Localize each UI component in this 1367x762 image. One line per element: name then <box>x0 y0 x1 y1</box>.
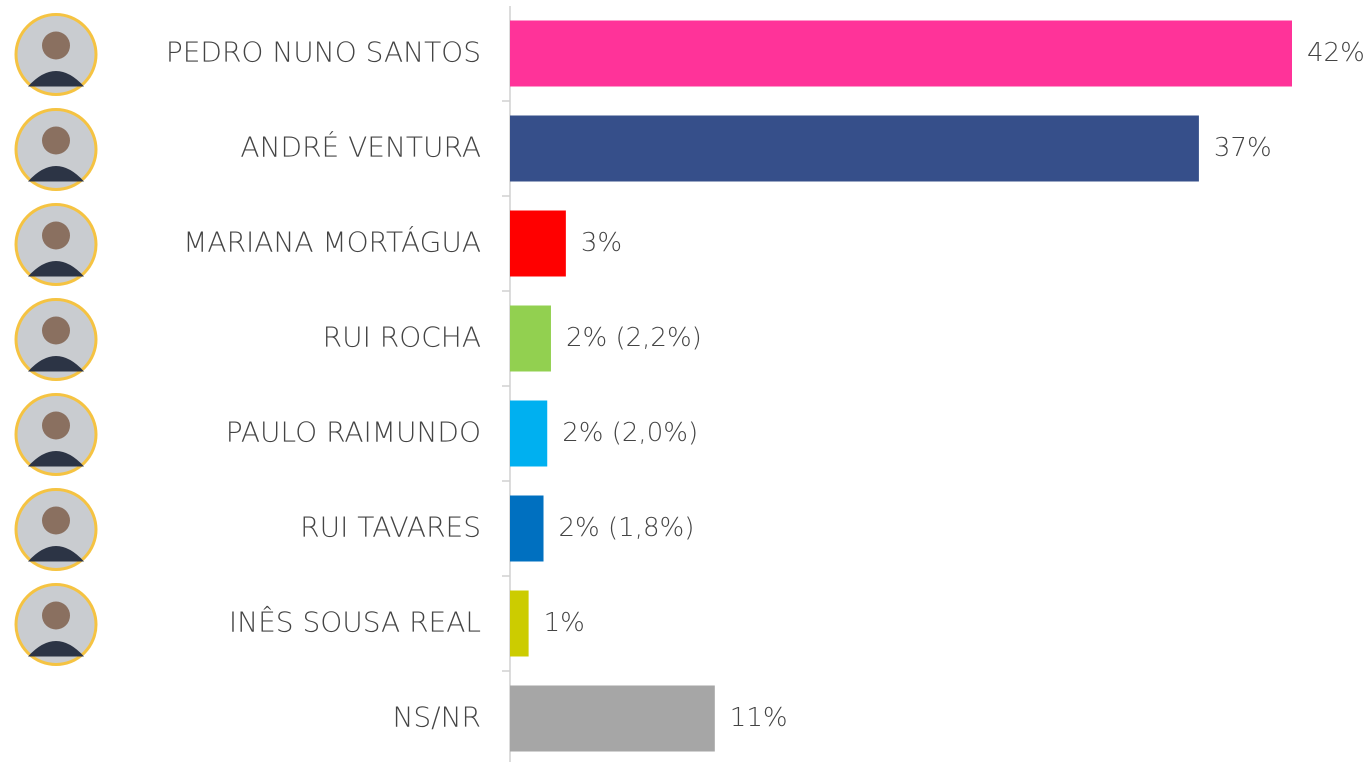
value-label: 11% <box>730 703 788 733</box>
bar <box>510 400 548 467</box>
bar <box>510 20 1292 87</box>
bar <box>510 590 529 657</box>
avatar-body <box>28 261 84 277</box>
value-label: 42% <box>1307 38 1365 68</box>
category-label: RUI ROCHA <box>323 321 481 354</box>
bar <box>510 115 1199 182</box>
avatar-head <box>42 31 70 60</box>
avatar-head <box>42 411 70 440</box>
category-label: RUI TAVARES <box>300 511 481 544</box>
bar <box>510 210 566 277</box>
category-label: PAULO RAIMUNDO <box>226 416 481 449</box>
value-label: 2% (2,2%) <box>566 323 702 353</box>
value-label: 37% <box>1214 133 1272 163</box>
avatar-body <box>28 451 84 467</box>
value-label: 1% <box>544 608 585 638</box>
category-label: INÊS SOUSA REAL <box>229 605 481 639</box>
value-label: 2% (2,0%) <box>562 418 698 448</box>
category-label: NS/NR <box>392 701 481 734</box>
category-label: PEDRO NUNO SANTOS <box>166 36 481 69</box>
avatar-head <box>42 316 70 345</box>
avatar-body <box>28 356 84 372</box>
category-label: ANDRÉ VENTURA <box>240 130 481 164</box>
bar <box>510 305 551 372</box>
avatar-head <box>42 506 70 535</box>
avatar-head <box>42 221 70 250</box>
value-label: 2% (1,8%) <box>559 513 695 543</box>
category-label: MARIANA MORTÁGUA <box>183 225 481 259</box>
avatar-head <box>42 126 70 155</box>
avatar-body <box>28 546 84 562</box>
bar <box>510 685 715 752</box>
avatar-head <box>42 601 70 630</box>
value-label: 3% <box>581 228 622 258</box>
avatar-body <box>28 71 84 87</box>
bar <box>510 495 544 562</box>
avatar-body <box>28 641 84 657</box>
avatar-body <box>28 166 84 182</box>
